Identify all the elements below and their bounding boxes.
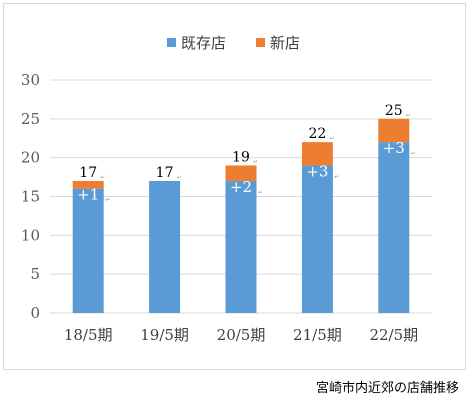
bar-existing <box>149 180 181 313</box>
y-tick-label: 15 <box>21 188 40 206</box>
x-tick-label: 22/5期 <box>369 326 418 344</box>
y-tick-label: 10 <box>21 226 40 244</box>
label-marker: ↵ <box>406 112 411 119</box>
bar-new <box>225 165 257 181</box>
increment-label: +3 <box>383 139 405 157</box>
y-tick-label: 0 <box>30 304 40 322</box>
label-marker: ↵ <box>100 174 105 181</box>
legend-label-new: 新店 <box>270 34 300 52</box>
bar-new <box>378 118 410 143</box>
label-marker: ↵ <box>177 174 182 181</box>
label-marker: ↵ <box>334 173 339 180</box>
y-tick-label: 25 <box>21 110 40 128</box>
bar-existing <box>72 188 104 313</box>
y-tick-label: 30 <box>21 71 40 89</box>
legend-label-existing: 既存店 <box>181 34 226 52</box>
legend: 既存店 新店 <box>167 34 300 52</box>
x-tick-label: 21/5期 <box>293 326 342 344</box>
y-tick-label: 20 <box>21 149 40 167</box>
total-label: 17 <box>79 165 97 181</box>
x-axis: 18/5期 19/5期 20/5期 21/5期 22/5期 <box>64 326 418 344</box>
total-label: 17 <box>156 165 174 181</box>
bar-existing <box>301 165 333 313</box>
label-marker: ↵ <box>258 189 263 196</box>
bar-existing <box>225 180 257 313</box>
total-label: 19 <box>232 149 250 165</box>
y-axis: 0 5 10 15 20 25 30 <box>21 71 40 322</box>
legend-swatch-new <box>256 38 265 47</box>
label-marker: ↵ <box>105 197 110 204</box>
total-label: 25 <box>385 103 403 119</box>
total-label: 22 <box>308 126 326 142</box>
data-labels: 17 ↵+1 ↵17 ↵19 ↵+2 ↵22 ↵+3 ↵25 ↵+3 ↵ <box>77 103 416 204</box>
label-marker: ↵ <box>411 150 416 157</box>
x-tick-label: 20/5期 <box>217 326 266 344</box>
increment-label: +2 <box>230 178 252 196</box>
x-tick-label: 19/5期 <box>140 326 189 344</box>
bar-new <box>301 142 333 166</box>
bars <box>72 118 410 313</box>
increment-label: +3 <box>306 162 328 180</box>
gridlines <box>50 79 432 314</box>
label-marker: ↵ <box>253 158 258 165</box>
increment-label: +1 <box>77 186 99 204</box>
bar-new <box>72 180 104 189</box>
label-marker: ↵ <box>329 135 334 142</box>
legend-swatch-existing <box>167 38 176 47</box>
y-tick-label: 5 <box>30 265 40 283</box>
x-tick-label: 18/5期 <box>64 326 113 344</box>
caption: 宮崎市内近郊の店舗推移 <box>315 381 459 396</box>
bar-existing <box>378 142 410 313</box>
